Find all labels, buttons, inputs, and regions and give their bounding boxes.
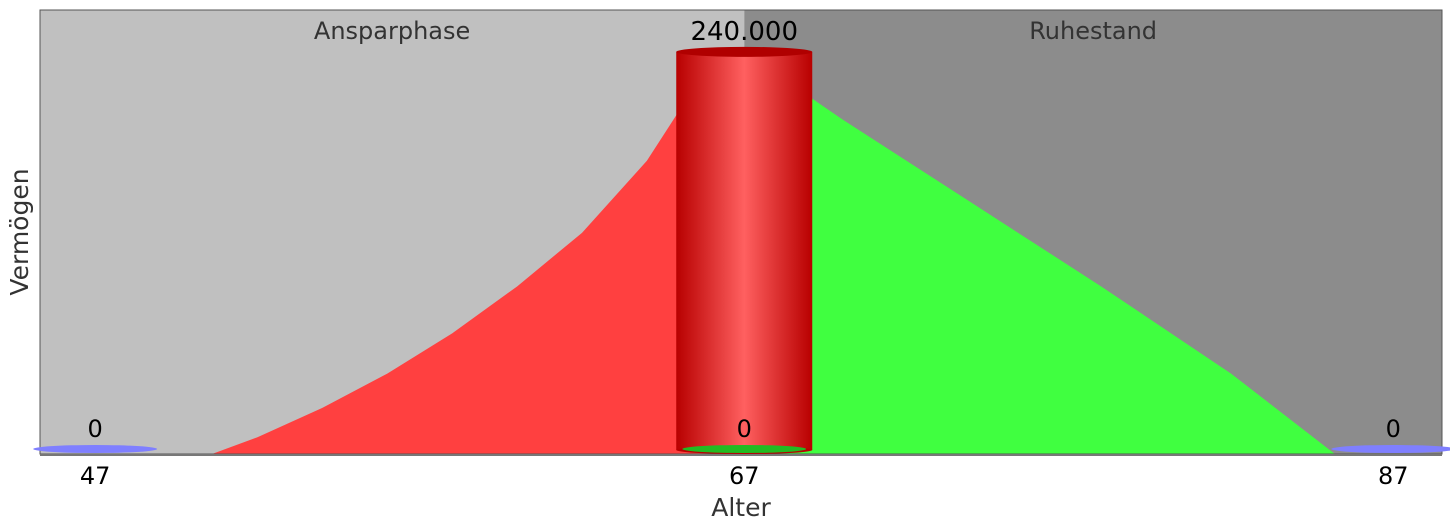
- x-axis-title: Alter: [711, 493, 771, 521]
- data-label: 240.000: [690, 17, 798, 47]
- y-axis-title: Vermögen: [5, 168, 34, 295]
- x-tick-label: 47: [80, 462, 111, 490]
- value-disc: [33, 445, 158, 453]
- phase-label-ansparphase: Ansparphase: [314, 17, 470, 45]
- cylinder-marker: [676, 46, 813, 454]
- cylinder-top: [676, 46, 813, 57]
- phase-label-ruhestand: Ruhestand: [1029, 17, 1157, 45]
- x-tick-label: 67: [729, 462, 760, 490]
- value-disc: [682, 445, 807, 453]
- data-label: 0: [737, 415, 752, 443]
- cylinder-body: [676, 51, 813, 451]
- data-label: 0: [1386, 415, 1401, 443]
- value-disc: [1331, 445, 1450, 453]
- data-label: 0: [88, 415, 103, 443]
- series-area-ansparphase: [212, 51, 745, 455]
- series-area-ruhestand: [744, 51, 1335, 455]
- x-tick-label: 87: [1378, 462, 1409, 490]
